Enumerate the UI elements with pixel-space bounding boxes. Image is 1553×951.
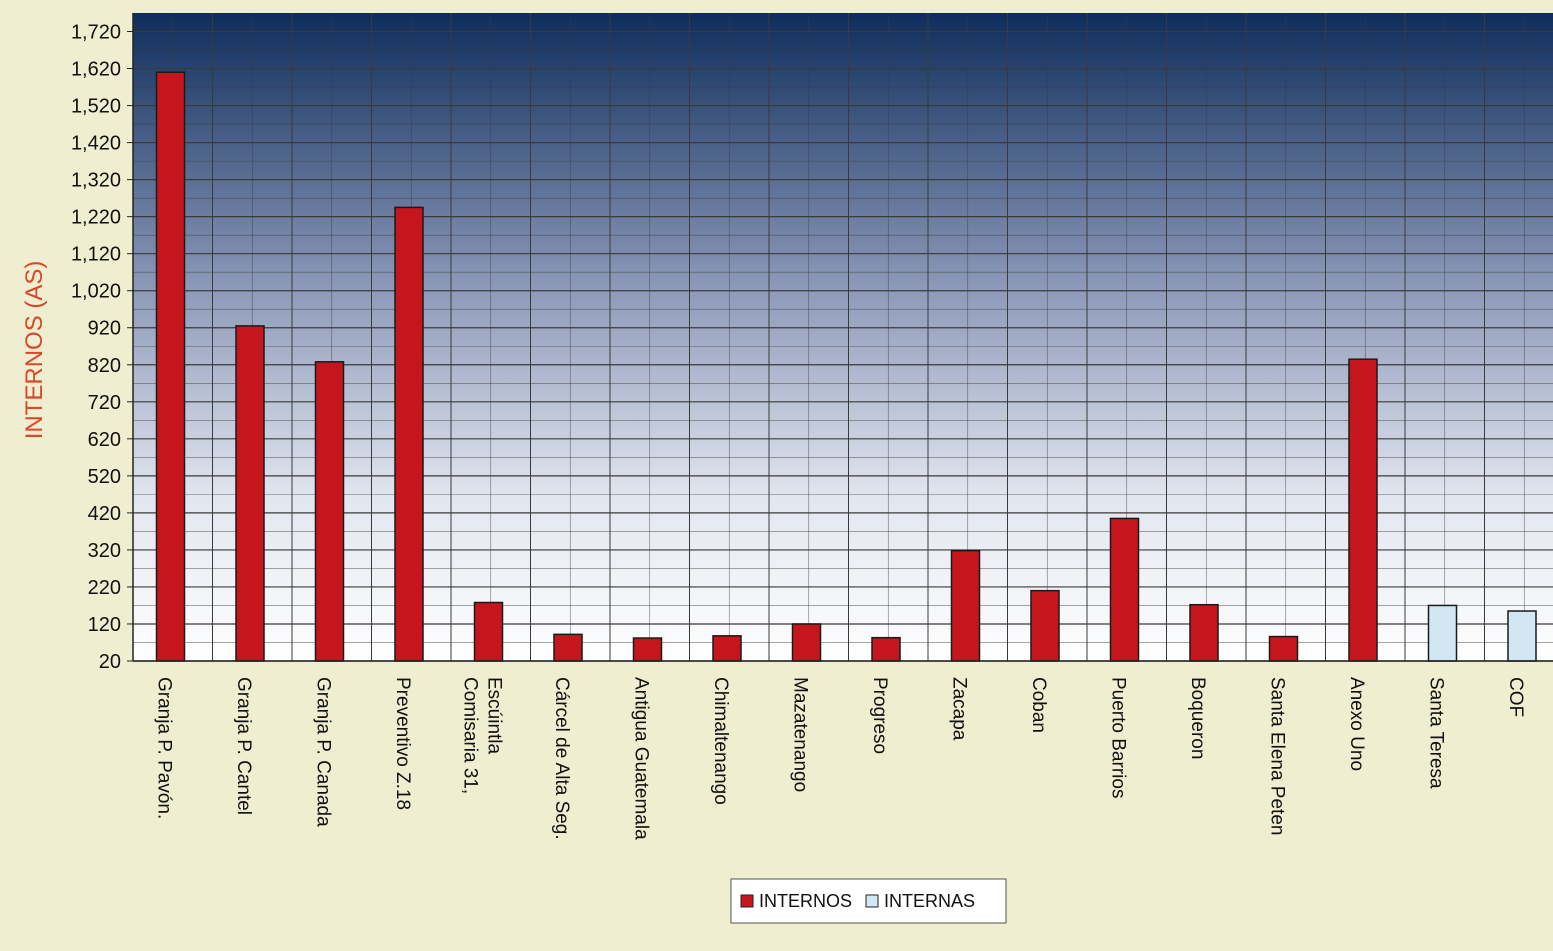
x-tick-label: Progreso bbox=[869, 677, 890, 754]
svg-text:Progreso: Progreso bbox=[869, 677, 890, 754]
y-tick-label: 1,220 bbox=[71, 207, 121, 229]
svg-text:Boqueron: Boqueron bbox=[1187, 677, 1208, 759]
bar-internos bbox=[314, 361, 345, 662]
y-tick-label: 820 bbox=[88, 355, 121, 377]
x-tick-label: Antigua Guatemala bbox=[630, 677, 651, 840]
x-tick-label: Anexo Uno bbox=[1346, 677, 1367, 771]
y-tick-label: 220 bbox=[88, 577, 121, 599]
legend-label: INTERNAS bbox=[884, 891, 975, 911]
y-tick-label: 1,520 bbox=[71, 96, 121, 118]
bar-internos bbox=[791, 623, 822, 662]
x-tick-label: Mazatenango bbox=[789, 677, 810, 792]
svg-text:Granja P. Pavón.: Granja P. Pavón. bbox=[153, 677, 174, 819]
bar-internos bbox=[712, 635, 742, 662]
x-tick-label: Cárcel de Alta Seg. bbox=[551, 677, 572, 840]
svg-text:Antigua Guatemala: Antigua Guatemala bbox=[630, 677, 651, 840]
x-tick-label: Comisaria 31, Escúintla bbox=[459, 677, 504, 794]
x-tick-label: Preventivo Z.18 bbox=[392, 677, 413, 810]
x-tick-label: Zacapa bbox=[948, 677, 969, 741]
y-tick-label: 520 bbox=[88, 466, 121, 488]
y-tick-label: 120 bbox=[88, 614, 121, 636]
y-axis: 20 120 220 320 420 520 620 720 820 920 1,020 1,120 1… bbox=[71, 13, 1553, 673]
bars bbox=[155, 71, 1537, 662]
svg-text:Zacapa: Zacapa bbox=[948, 677, 969, 741]
bar-internos bbox=[1109, 517, 1140, 662]
bar-internos bbox=[950, 549, 981, 662]
x-tick-label: Puerto Barrios bbox=[1107, 677, 1128, 798]
x-tick-label: Granja P. Pavón. bbox=[153, 677, 174, 819]
y-tick-label: 720 bbox=[88, 392, 121, 414]
svg-text:Anexo Uno: Anexo Uno bbox=[1346, 677, 1367, 771]
bar-internos bbox=[1348, 358, 1378, 662]
bar-internas bbox=[1507, 610, 1537, 662]
y-tick-label: 20 bbox=[99, 651, 121, 673]
svg-text:COF: COF bbox=[1505, 677, 1526, 717]
bar-internos bbox=[553, 633, 583, 662]
plot-area bbox=[133, 13, 1553, 661]
bar-internos bbox=[155, 71, 186, 662]
bar-internos bbox=[235, 325, 265, 662]
bar-internos bbox=[1030, 589, 1060, 662]
x-tick-label: Santa Elena Peten bbox=[1266, 677, 1287, 835]
x-tick-label: Granja P. Canada bbox=[312, 677, 333, 827]
x-tick-label: Coban bbox=[1028, 677, 1049, 733]
y-tick-label: 420 bbox=[88, 503, 121, 525]
x-tick-label: Boqueron bbox=[1187, 677, 1208, 759]
svg-text:Mazatenango: Mazatenango bbox=[789, 677, 810, 792]
bar-internos bbox=[632, 637, 663, 662]
bar-internos bbox=[871, 636, 901, 662]
svg-text:Puerto Barrios: Puerto Barrios bbox=[1107, 677, 1128, 798]
y-tick-label: 1,320 bbox=[71, 170, 121, 192]
svg-text:Chimaltenango: Chimaltenango bbox=[710, 677, 731, 805]
x-tick-label: COF bbox=[1505, 677, 1526, 717]
svg-text:Santa Teresa: Santa Teresa bbox=[1425, 677, 1446, 789]
y-tick-label: 1,420 bbox=[71, 133, 121, 155]
svg-text:Coban: Coban bbox=[1028, 677, 1049, 733]
svg-text:Santa Elena Peten: Santa Elena Peten bbox=[1266, 677, 1287, 835]
bar-internos bbox=[473, 601, 504, 662]
svg-text:Escúintla: Escúintla bbox=[483, 677, 504, 755]
x-axis: Granja P. Pavón. Granja P. Cantel Granja P… bbox=[153, 677, 1526, 840]
y-tick-label: 1,020 bbox=[71, 281, 121, 303]
y-tick-label: 920 bbox=[88, 318, 121, 340]
y-tick-label: 320 bbox=[88, 540, 121, 562]
legend: INTERNOS INTERNAS bbox=[730, 878, 1007, 924]
svg-text:Granja P. Canada: Granja P. Canada bbox=[312, 677, 333, 827]
svg-text:Cárcel de Alta Seg.: Cárcel de Alta Seg. bbox=[551, 677, 572, 840]
bar-internos bbox=[394, 206, 424, 662]
svg-text:Preventivo Z.18: Preventivo Z.18 bbox=[392, 677, 413, 810]
y-tick-label: 620 bbox=[88, 429, 121, 451]
y-tick-label: 1,720 bbox=[71, 22, 121, 44]
bar-internos bbox=[1268, 635, 1299, 662]
x-tick-label: Chimaltenango bbox=[710, 677, 731, 805]
svg-text:Granja P. Cantel: Granja P. Cantel bbox=[233, 677, 254, 815]
legend-swatch bbox=[740, 894, 754, 908]
x-tick-label: Granja P. Cantel bbox=[233, 677, 254, 815]
y-tick-label: 1,120 bbox=[71, 244, 121, 266]
legend-swatch bbox=[865, 894, 879, 908]
legend-label: INTERNOS bbox=[759, 891, 852, 911]
svg-text:Comisaria 31,: Comisaria 31, bbox=[459, 677, 480, 794]
bar-internas bbox=[1427, 604, 1458, 662]
x-tick-label: Santa Teresa bbox=[1425, 677, 1446, 789]
y-axis-title: INTERNOS (AS) bbox=[21, 261, 48, 440]
bar-internos bbox=[1189, 603, 1219, 662]
y-tick-label: 1,620 bbox=[71, 59, 121, 81]
